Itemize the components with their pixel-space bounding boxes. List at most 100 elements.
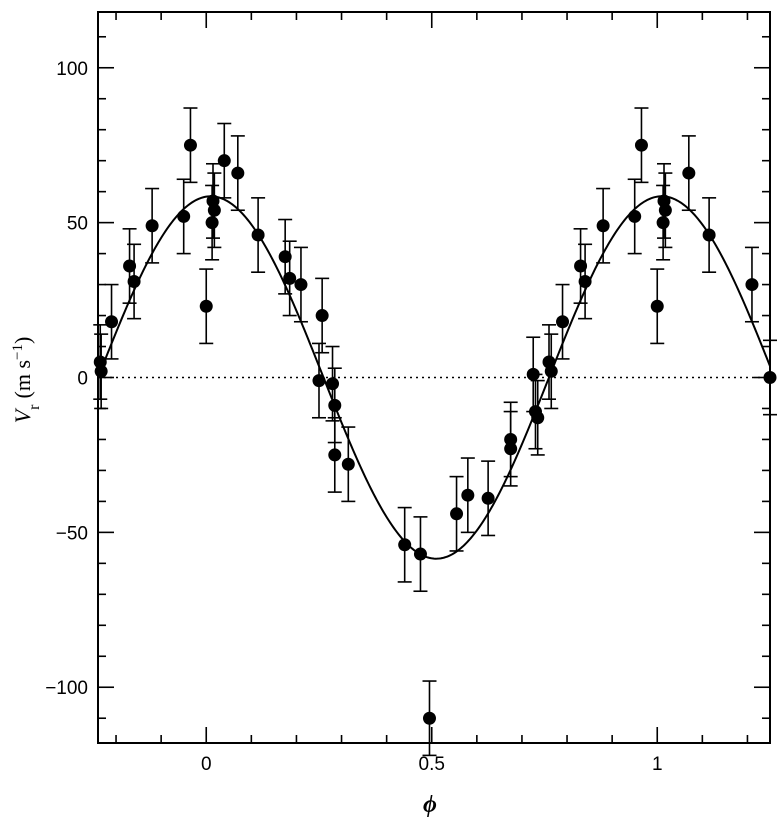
data-marker	[574, 259, 588, 273]
data-point	[460, 457, 475, 534]
y-axis-units: (m s	[10, 360, 35, 399]
data-marker	[205, 216, 219, 230]
data-marker	[251, 228, 265, 242]
data-point	[528, 373, 543, 450]
data-point	[293, 246, 308, 323]
data-marker	[328, 448, 342, 462]
data-marker	[145, 219, 159, 233]
data-marker	[628, 209, 642, 223]
data-marker	[199, 299, 213, 313]
data-point	[206, 162, 221, 239]
data-point	[681, 135, 696, 212]
data-marker	[413, 547, 427, 561]
data-point	[573, 228, 588, 304]
x-tick-label: 1	[652, 754, 663, 775]
data-marker	[328, 398, 342, 412]
data-marker	[123, 259, 137, 273]
y-axis-subscript: r	[26, 404, 43, 410]
x-tick-label: 0	[201, 754, 212, 775]
data-point	[413, 516, 428, 593]
x-axis-title: ϕ	[423, 792, 437, 818]
data-marker	[656, 216, 670, 230]
data-marker	[544, 364, 558, 378]
data-point	[207, 172, 222, 249]
data-point	[596, 187, 611, 264]
data-point	[422, 680, 437, 757]
data-point	[578, 243, 593, 320]
data-point	[94, 333, 109, 410]
y-tick-label: −100	[45, 678, 88, 699]
data-point	[481, 460, 496, 537]
data-point	[282, 240, 297, 317]
y-axis-units-close: )	[10, 337, 35, 344]
data-point	[122, 228, 137, 304]
y-axis-units-exponent: −1	[10, 344, 26, 360]
data-point	[530, 379, 545, 456]
data-marker	[504, 442, 518, 456]
y-axis-title: Vr (m s−1)	[10, 337, 43, 424]
y-tick-label: −50	[56, 523, 88, 544]
data-point	[544, 333, 559, 410]
data-point	[650, 268, 665, 345]
data-point	[327, 416, 342, 493]
data-marker	[278, 250, 292, 264]
data-marker	[596, 219, 610, 233]
data-point	[145, 187, 160, 264]
y-tick-label: 100	[56, 59, 88, 80]
data-marker	[556, 315, 570, 329]
data-marker	[702, 228, 716, 242]
data-marker	[294, 278, 308, 292]
data-marker	[283, 271, 297, 285]
data-point	[311, 342, 326, 419]
data-marker	[450, 507, 464, 521]
data-point	[217, 122, 232, 199]
data-marker	[326, 377, 340, 391]
data-marker	[183, 138, 197, 152]
data-marker	[481, 491, 495, 505]
data-point	[315, 277, 330, 354]
data-marker	[461, 488, 475, 502]
data-point	[230, 135, 245, 212]
data-marker	[315, 309, 329, 323]
axis-tick-labels: 0 0.5 1 100 50 0 −50 −100	[45, 59, 662, 775]
data-marker	[231, 166, 245, 180]
data-marker	[206, 194, 220, 208]
data-point	[634, 107, 649, 184]
data-point	[199, 268, 214, 345]
data-point	[93, 324, 108, 400]
data-marker	[422, 711, 436, 725]
data-point	[449, 475, 464, 552]
data-marker	[341, 457, 355, 471]
data-point	[503, 410, 518, 487]
data-marker	[127, 274, 141, 288]
data-point	[702, 197, 717, 273]
data-points	[93, 107, 777, 757]
data-marker	[94, 364, 108, 378]
data-marker	[657, 194, 671, 208]
data-point	[744, 246, 759, 323]
data-marker	[531, 411, 545, 425]
data-point	[627, 178, 642, 255]
data-point	[657, 162, 672, 239]
x-tick-label: 0.5	[419, 754, 445, 775]
data-marker	[217, 154, 231, 168]
data-point	[127, 243, 142, 320]
plot-area	[93, 107, 777, 757]
data-marker	[312, 374, 326, 388]
data-point	[183, 107, 198, 184]
data-point	[658, 172, 673, 249]
data-point	[176, 178, 191, 255]
data-marker	[105, 315, 119, 329]
data-marker	[650, 299, 664, 313]
y-tick-label: 0	[77, 369, 88, 390]
data-marker	[634, 138, 648, 152]
data-point	[251, 197, 266, 273]
data-point	[104, 283, 119, 360]
data-marker	[682, 166, 696, 180]
data-point	[555, 283, 570, 360]
axis-ticks	[98, 12, 770, 743]
data-point	[397, 506, 412, 583]
data-point	[341, 426, 356, 503]
data-marker	[578, 274, 592, 288]
